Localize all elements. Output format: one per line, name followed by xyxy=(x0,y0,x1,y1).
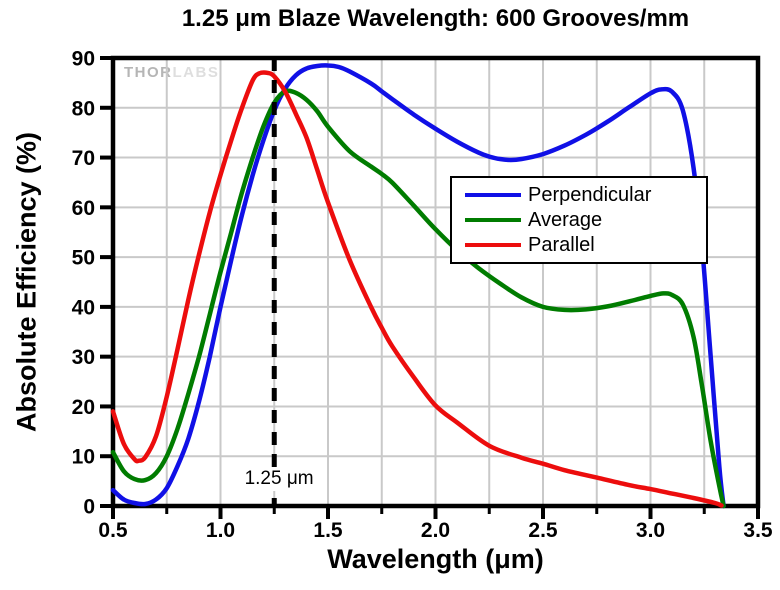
blaze-wavelength-annotation: 1.25 μm xyxy=(238,467,320,491)
legend: Perpendicular Average Parallel xyxy=(450,176,708,264)
thorlabs-watermark: THORLABS xyxy=(124,64,219,81)
x-tick-label: 1.5 xyxy=(313,519,343,542)
x-tick-label: 3.5 xyxy=(743,519,773,542)
x-tick-label: 1.0 xyxy=(206,519,235,542)
y-tick-label: 70 xyxy=(72,147,95,170)
legend-line-swatch xyxy=(465,192,521,197)
x-tick-label: 2.5 xyxy=(528,519,558,542)
series-line-perpendicular xyxy=(110,63,726,509)
legend-label: Average xyxy=(528,208,603,231)
legend-entry-average: Average xyxy=(465,210,706,230)
legend-label: Perpendicular xyxy=(528,183,652,206)
plot-frame xyxy=(110,55,761,509)
legend-label: Parallel xyxy=(528,234,595,257)
x-axis-label: Wavelength (μm) xyxy=(327,544,544,574)
series-line-parallel xyxy=(110,70,724,508)
y-tick-label: 10 xyxy=(72,446,95,469)
y-tick-label: 90 xyxy=(72,48,95,71)
x-tick-label: 2.0 xyxy=(421,519,450,542)
legend-line-swatch xyxy=(465,243,521,248)
y-tick-label: 0 xyxy=(83,496,95,519)
y-tick-label: 40 xyxy=(72,296,95,319)
series-line-average xyxy=(110,88,726,509)
watermark-labs: LABS xyxy=(172,64,220,81)
legend-line-swatch xyxy=(465,217,521,222)
legend-entry-parallel: Parallel xyxy=(465,235,706,255)
chart-title: 1.25 μm Blaze Wavelength: 600 Grooves/mm xyxy=(181,5,690,32)
watermark-thor: THOR xyxy=(124,64,173,81)
x-tick-label: 0.5 xyxy=(98,519,128,542)
y-tick-label: 60 xyxy=(72,197,95,220)
x-tick-label: 3.0 xyxy=(636,519,665,542)
legend-entry-perpendicular: Perpendicular xyxy=(465,185,706,205)
y-tick-label: 80 xyxy=(72,97,95,120)
y-tick-label: 20 xyxy=(72,396,95,419)
y-tick-label: 30 xyxy=(72,346,95,369)
y-tick-label: 50 xyxy=(72,247,95,270)
